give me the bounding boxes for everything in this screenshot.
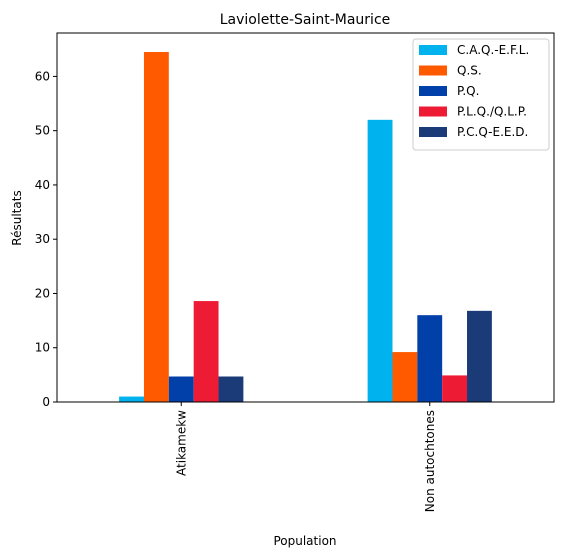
legend-label: P.L.Q./Q.L.P. (457, 105, 527, 119)
bar-p-l-q-q-l-p--0 (193, 301, 219, 402)
legend-swatch (419, 86, 447, 96)
y-tick-label: 0 (42, 395, 50, 409)
x-tick-label: Non autochtones (423, 410, 437, 512)
bar-p-q--0 (168, 376, 194, 402)
legend-label: P.Q. (457, 84, 479, 98)
y-tick-label: 60 (35, 69, 50, 83)
bar-q-s--1 (392, 352, 418, 402)
legend-label: P.C.Q-E.E.D. (457, 125, 528, 139)
legend-swatch (419, 65, 447, 76)
y-tick-label: 50 (35, 124, 50, 138)
plot-frame (56, 32, 555, 403)
y-tick-label: 40 (35, 178, 50, 192)
bar-c-a-q-e-f-l--1 (367, 119, 393, 402)
bar-p-c-q-e-e-d--1 (467, 310, 492, 402)
legend-label: Q.S. (457, 64, 482, 78)
bar-c-a-q-e-f-l--0 (119, 396, 144, 402)
x-axis: Atikamekw Non autochtones (174, 402, 437, 512)
y-tick-label: 10 (35, 341, 50, 355)
x-axis-label: Population (273, 534, 336, 548)
x-tick-label: Atikamekw (174, 410, 188, 476)
y-axis-label: Résultats (10, 190, 24, 245)
bar-p-l-q-q-l-p--1 (442, 375, 468, 402)
legend: C.A.Q.-E.F.L. Q.S. P.Q. P.L.Q./Q.L.P. P.C.Q-… (412, 38, 550, 151)
y-axis: 0 10 20 30 40 50 60 (35, 69, 57, 409)
y-tick-label: 20 (35, 286, 50, 300)
bar-p-q--1 (417, 315, 443, 402)
legend-label: C.A.Q.-E.F.L. (457, 43, 529, 57)
legend-swatch (419, 45, 447, 55)
chart-title: Laviolette-Saint-Maurice (220, 12, 391, 28)
legend-swatch (419, 127, 447, 137)
bar-p-c-q-e-e-d--0 (218, 376, 244, 402)
legend-swatch (419, 106, 447, 117)
bar-q-s--0 (143, 51, 169, 403)
y-tick-label: 30 (35, 232, 50, 246)
bars-group (119, 51, 492, 403)
